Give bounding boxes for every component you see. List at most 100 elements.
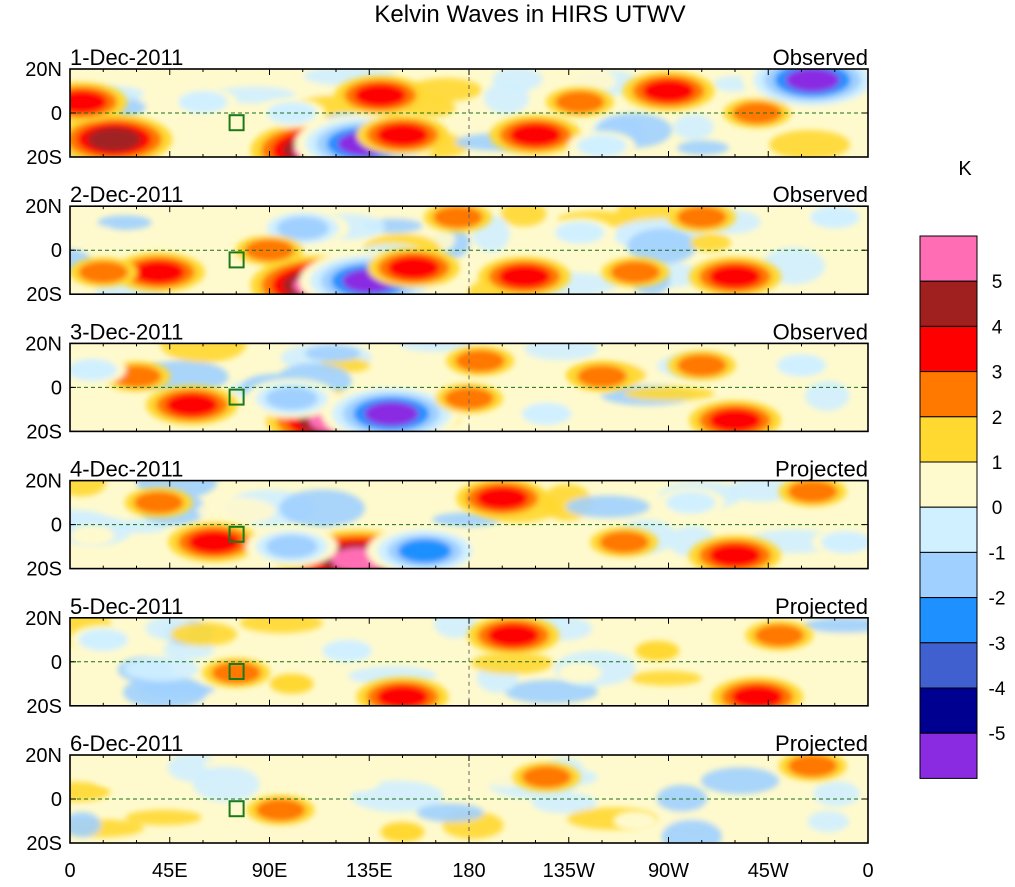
anomaly-level bbox=[256, 799, 306, 821]
texture-blob bbox=[566, 496, 650, 518]
anomaly-level bbox=[433, 206, 483, 228]
x-tick-label: 135W bbox=[543, 860, 595, 882]
texture-blob bbox=[524, 338, 598, 361]
anomaly-level bbox=[709, 544, 761, 567]
anomaly-level bbox=[266, 535, 318, 558]
anomaly-level bbox=[487, 624, 539, 647]
colorbar-label: 4 bbox=[992, 317, 1003, 338]
x-tick-label: 90E bbox=[252, 860, 288, 882]
y-tick-label: 0 bbox=[51, 103, 62, 125]
texture-blob bbox=[256, 823, 321, 861]
colorbar-label: 3 bbox=[992, 363, 1003, 384]
anomaly-level bbox=[336, 771, 380, 791]
anomaly-level bbox=[577, 365, 627, 387]
anomaly-level bbox=[277, 217, 329, 240]
y-tick-label: 20N bbox=[25, 608, 62, 630]
anomaly-level bbox=[166, 393, 218, 416]
x-tick-label: 0 bbox=[64, 860, 75, 882]
anomaly-level bbox=[398, 539, 451, 563]
colorbar-label: -1 bbox=[989, 543, 1006, 564]
texture-blob bbox=[125, 810, 201, 825]
panel-status: Observed bbox=[773, 182, 868, 207]
colorbar-swatch bbox=[920, 598, 977, 643]
anomaly-level bbox=[810, 206, 860, 228]
colorbar-label: 5 bbox=[992, 272, 1003, 293]
panel-status: Projected bbox=[775, 594, 868, 619]
texture-blob bbox=[701, 767, 779, 794]
y-tick-label: 20S bbox=[26, 284, 62, 306]
panel-3: 20N020S3-Dec-2011 Observed bbox=[25, 319, 868, 450]
anomaly-level bbox=[522, 766, 572, 788]
panel-status: Observed bbox=[773, 45, 868, 70]
anomaly-level bbox=[786, 68, 840, 92]
anomaly-level bbox=[364, 402, 418, 426]
x-axis: 0 45E 90E 135E 180 135W 90W 45W 0 bbox=[64, 860, 873, 882]
texture-blob bbox=[630, 671, 702, 686]
y-tick-label: 20S bbox=[26, 559, 62, 581]
y-tick-label: 0 bbox=[51, 377, 62, 399]
anomaly-level bbox=[92, 767, 136, 787]
anomaly-level bbox=[455, 350, 505, 372]
panel-date: 5-Dec-2011 bbox=[70, 594, 183, 619]
texture-blob bbox=[769, 130, 850, 159]
texture-blob bbox=[240, 613, 323, 634]
colorbar-swatch bbox=[920, 281, 977, 326]
anomaly-level bbox=[666, 491, 716, 513]
figure: Kelvin Waves in HIRS UTWV 20N020S1-Dec-2… bbox=[0, 0, 1015, 887]
y-tick-label: 20N bbox=[25, 196, 62, 218]
texture-blob bbox=[677, 141, 729, 156]
colorbar-label: -4 bbox=[989, 679, 1006, 700]
y-tick-label: 0 bbox=[51, 789, 62, 811]
panel-status: Projected bbox=[775, 457, 868, 482]
anomaly-level bbox=[322, 640, 372, 662]
texture-blob bbox=[193, 766, 260, 802]
panel-date: 2-Dec-2011 bbox=[70, 182, 183, 207]
y-tick-label: 20N bbox=[25, 59, 62, 81]
panel-2: 20N 0 20S 2-Dec-2011 Observed bbox=[25, 182, 869, 315]
anomaly-level bbox=[555, 221, 605, 243]
texture-blob bbox=[279, 490, 365, 528]
anomaly-level bbox=[677, 206, 727, 228]
panels: 20N 0 20S 1-Dec-2011 Observed 20N 0 20S 2-Dec-20… bbox=[25, 45, 893, 861]
texture-blob bbox=[624, 386, 715, 400]
colorbar-swatch bbox=[920, 462, 977, 507]
x-tick-label: 45W bbox=[748, 860, 789, 882]
anomaly-level bbox=[133, 261, 185, 284]
colorbar-swatch bbox=[920, 372, 977, 417]
anomaly-level bbox=[67, 359, 117, 381]
anomaly-level bbox=[755, 624, 805, 646]
texture-blob bbox=[75, 226, 122, 256]
anomaly-level bbox=[381, 822, 425, 842]
panel-6: 20N 0 20S 6-Dec-2011 Projected bbox=[25, 731, 868, 861]
anomaly-level bbox=[555, 91, 605, 113]
panel-5: 20N 0 20S 5-Dec-2011 Projected bbox=[25, 594, 893, 718]
texture-blob bbox=[807, 811, 849, 833]
colorbar-swatch bbox=[920, 733, 977, 778]
y-tick-label: 20N bbox=[25, 333, 62, 355]
x-tick-label: 135E bbox=[346, 860, 393, 882]
anomaly-level bbox=[613, 811, 657, 831]
anomaly-level bbox=[611, 261, 661, 283]
colorbar-units: K bbox=[958, 158, 972, 180]
colorbar: 5 4 3 2 1 0 -1 -2 -3 -4 -5 bbox=[920, 236, 1006, 778]
colorbar-label: 0 bbox=[992, 498, 1003, 519]
anomaly-level bbox=[709, 265, 761, 288]
anomaly-level bbox=[388, 256, 440, 279]
anomaly-level bbox=[79, 261, 129, 283]
colorbar-label: -2 bbox=[989, 589, 1006, 610]
anomaly-level bbox=[134, 491, 184, 513]
colorbar-label: -3 bbox=[989, 634, 1006, 655]
texture-blob bbox=[63, 812, 100, 837]
colorbar-swatch bbox=[920, 417, 977, 462]
texture-blob bbox=[803, 617, 889, 633]
texture-blob bbox=[305, 345, 361, 361]
anomaly-level bbox=[476, 487, 528, 510]
y-tick-label: 20S bbox=[26, 833, 62, 855]
anomaly-level bbox=[643, 79, 695, 102]
panel-4: 20N 0 20S 4-Dec-2011 Projected bbox=[25, 457, 880, 590]
y-tick-label: 0 bbox=[51, 240, 62, 262]
anomaly-level bbox=[178, 91, 228, 113]
texture-blob bbox=[139, 683, 215, 697]
x-tick-label: 180 bbox=[452, 860, 485, 882]
anomaly-level bbox=[79, 629, 129, 651]
